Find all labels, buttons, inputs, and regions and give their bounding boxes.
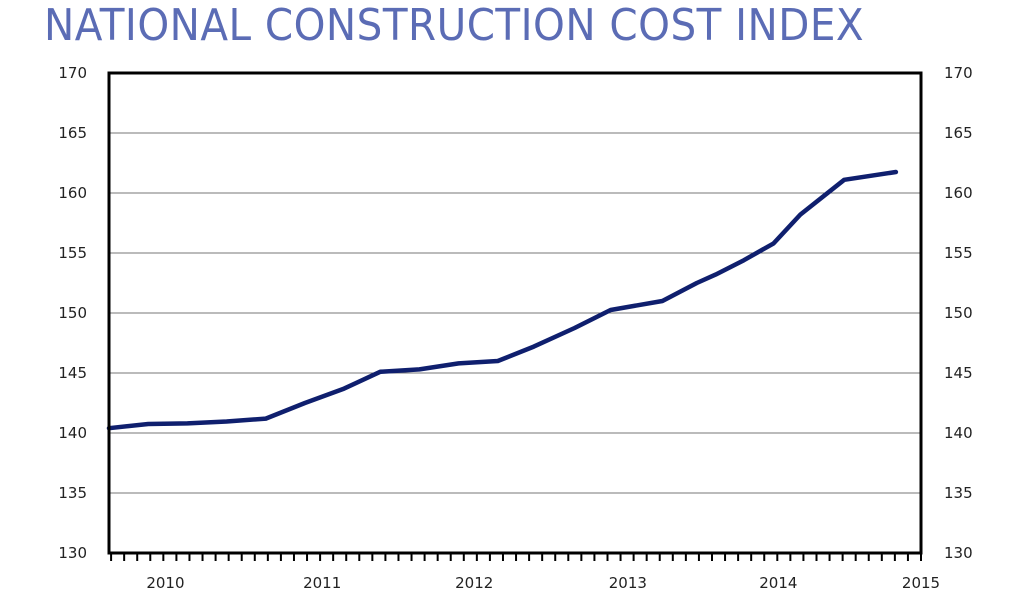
series-group [106,169,899,431]
gridlines [109,132,921,494]
y-tick-label-right: 145 [944,364,973,382]
y-tick-label-left: 170 [58,64,87,82]
chart-title: NATIONAL CONSTRUCTION COST INDEX [44,0,865,51]
y-axis-right-labels: 130 135 140 145 150 155 160 165 170 [944,64,973,562]
y-tick-label-right: 135 [944,484,973,502]
x-tick-label: 2014 [759,574,797,592]
y-tick-label-left: 135 [58,484,87,502]
y-tick-label-left: 165 [58,124,87,142]
y-tick-label-left: 140 [58,424,87,442]
x-tick-label: 2011 [303,574,341,592]
y-tick-label-right: 150 [944,304,973,322]
y-tick-label-right: 165 [944,124,973,142]
y-tick-label-right: 130 [944,544,973,562]
x-tick-label: 2010 [146,574,184,592]
x-tick-label: 2012 [455,574,493,592]
y-tick-label-right: 160 [944,184,973,202]
y-tick-label-left: 160 [58,184,87,202]
y-tick-label-left: 150 [58,304,87,322]
x-tick-label: 2013 [609,574,647,592]
x-tick-label: 2015 [902,574,940,592]
y-tick-label-left: 155 [58,244,87,262]
y-tick-label-left: 130 [58,544,87,562]
plot-frame [107,71,923,555]
y-tick-label-right: 140 [944,424,973,442]
x-axis-labels: 2010 2011 2012 2013 2014 2015 [146,574,940,592]
y-tick-label-right: 155 [944,244,973,262]
y-axis-left-labels: 130 135 140 145 150 155 160 165 170 [58,64,87,562]
y-tick-label-right: 170 [944,64,973,82]
series-line [106,169,899,431]
y-tick-label-left: 145 [58,364,87,382]
